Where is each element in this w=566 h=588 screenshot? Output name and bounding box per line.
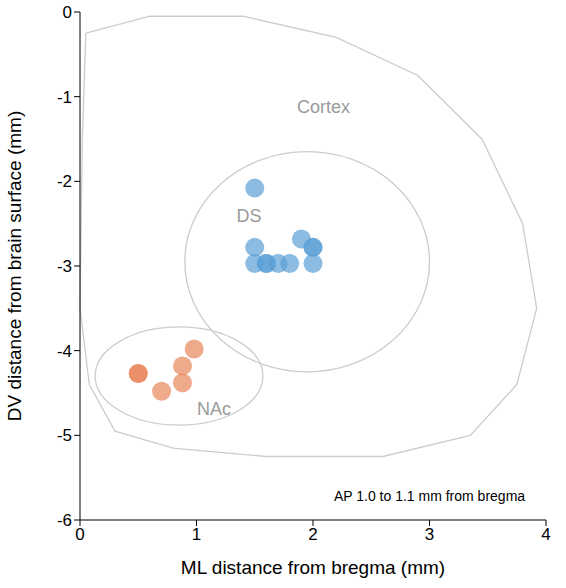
svg-text:DS: DS [236, 206, 261, 226]
svg-text:AP 1.0 to 1.1 mm from bregma: AP 1.0 to 1.1 mm from bregma [334, 488, 525, 504]
svg-text:-2: -2 [57, 172, 72, 191]
svg-text:2: 2 [308, 525, 317, 544]
svg-text:-1: -1 [57, 88, 72, 107]
svg-text:1: 1 [192, 525, 201, 544]
svg-text:3: 3 [425, 525, 434, 544]
svg-text:-4: -4 [57, 342, 72, 361]
svg-text:NAc: NAc [197, 399, 231, 419]
svg-text:0: 0 [63, 3, 72, 22]
svg-text:-5: -5 [57, 426, 72, 445]
svg-text:-6: -6 [57, 511, 72, 530]
svg-text:DV distance from brain surface: DV distance from brain surface (mm) [4, 111, 25, 421]
svg-text:-3: -3 [57, 257, 72, 276]
svg-text:Cortex: Cortex [297, 97, 350, 117]
svg-text:0: 0 [75, 525, 84, 544]
svg-text:ML distance from bregma (mm): ML distance from bregma (mm) [181, 557, 445, 578]
svg-text:4: 4 [541, 525, 550, 544]
